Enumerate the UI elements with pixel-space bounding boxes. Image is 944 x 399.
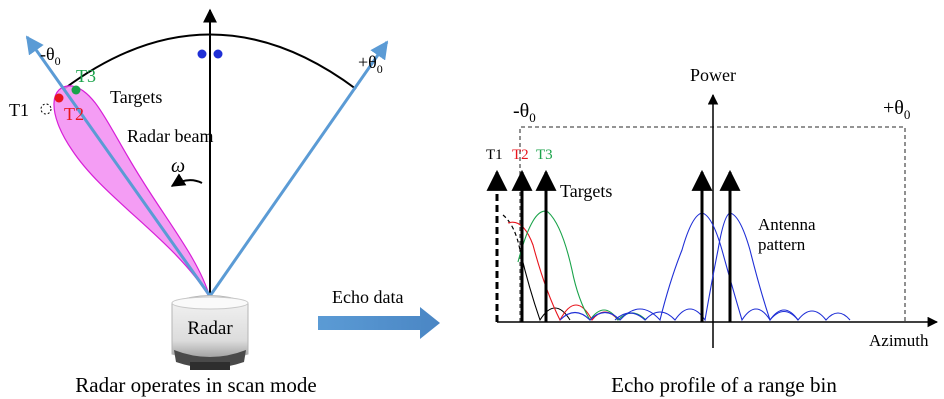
right-caption: Echo profile of a range bin (611, 373, 837, 397)
t1-pattern-dashed (502, 214, 521, 251)
t3-label: T3 (76, 66, 96, 86)
radar-beam-label: Radar beam (127, 126, 213, 146)
right-panel: Power -θ0 +θ0 T1 T2 T3 Targets Antenna p… (486, 65, 939, 397)
left-panel: -θ0 +θ0 T1 T2 T3 Targets Radar beam ω Ra… (9, 8, 389, 397)
azimuth-label: Azimuth (869, 331, 929, 350)
radar-beam-lobe (53, 85, 211, 299)
echo-data-arrow (318, 307, 440, 339)
echo-data-label: Echo data (332, 287, 403, 307)
power-label: Power (690, 65, 736, 85)
target-t2-marker (54, 93, 64, 103)
target-t3-marker (71, 85, 81, 95)
blue-dot-1 (197, 49, 207, 59)
radar-unit: Radar (171, 295, 249, 370)
right-t3-label: T3 (536, 147, 553, 163)
omega-label: ω (171, 155, 185, 177)
target-t1-marker (40, 103, 52, 115)
right-minus-theta-label: -θ0 (513, 100, 536, 125)
antenna-label-line1: Antenna (758, 215, 816, 234)
targets-label: Targets (110, 87, 162, 107)
left-plus-theta-label: +θ0 (358, 52, 383, 76)
blue-pattern-1 (559, 212, 799, 322)
left-caption: Radar operates in scan mode (75, 373, 316, 397)
t2-label: T2 (64, 104, 84, 124)
echo-data-transfer: Echo data (318, 287, 440, 339)
left-minus-theta-label: -θ0 (40, 44, 61, 68)
rotation-arrow (170, 173, 203, 187)
antenna-label-line2: pattern (758, 235, 806, 254)
right-t2-label: T2 (512, 147, 529, 163)
radar-label: Radar (187, 318, 233, 339)
right-plus-theta-label: +θ0 (883, 97, 910, 122)
right-beam-edge (208, 40, 389, 297)
blue-dot-2 (213, 49, 223, 59)
t1-label: T1 (9, 100, 29, 120)
t1-pattern (519, 249, 571, 322)
right-targets-label: Targets (560, 181, 612, 201)
t3-pattern (517, 210, 647, 322)
left-beam-edge (25, 35, 212, 297)
right-t1-label: T1 (486, 147, 503, 163)
